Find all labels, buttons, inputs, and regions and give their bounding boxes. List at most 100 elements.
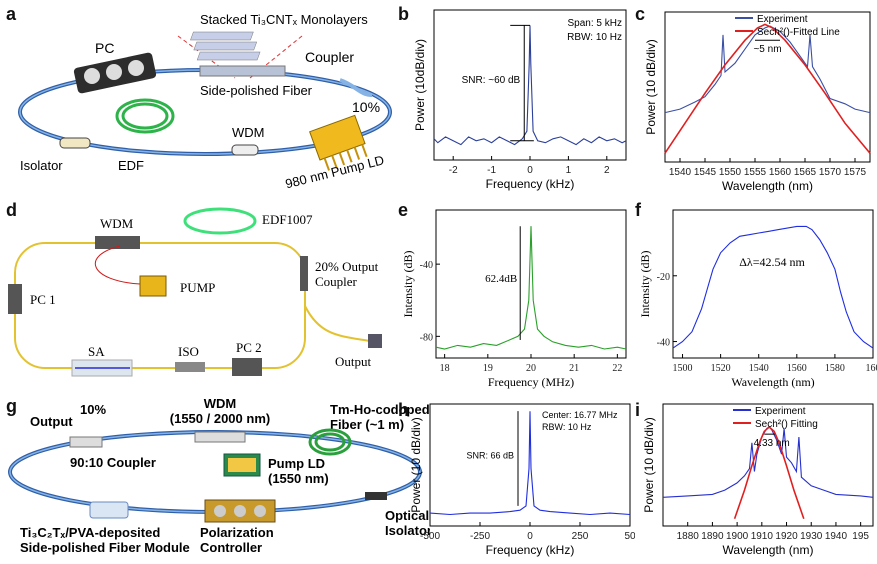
x-tick-label: 1910 (751, 531, 774, 542)
pc2-icon (232, 358, 262, 376)
legend-entry: Sech²() Fitting (755, 419, 818, 430)
wdm-label: WDM (100, 216, 134, 231)
x-tick-label: 195 (852, 531, 869, 542)
pc-label: PC (95, 40, 114, 56)
x-tick-label: 1900 (726, 531, 749, 542)
y-tick-label: -40 (657, 338, 670, 349)
plot-frame (672, 209, 874, 359)
panel-label-d: d (6, 200, 17, 220)
schematic-a: Stacked Ti₃CNTₓ Monolayers PC Side-polis… (18, 12, 392, 190)
x-tick-label: 1540 (669, 167, 692, 178)
y-axis-label: Power (10dB/div) (413, 39, 427, 131)
pump-label: Pump LD (1550 nm) (268, 456, 329, 486)
x-tick-label: 1940 (825, 531, 848, 542)
y-axis-label: Intensity (dB) (638, 251, 652, 318)
x-tick-label: 1560 (769, 167, 792, 178)
x-axis-label: Wavelength (nm) (722, 179, 813, 193)
panel-label-e: e (398, 200, 409, 220)
x-tick-label: 50 (624, 531, 635, 542)
schematic-g: Output 10% 90:10 Coupler WDM (1550 / 2000… (8, 396, 430, 555)
polarization-controller-label: Polarization Controller (200, 525, 274, 555)
pump-ld-label: 980 nm Pump LD (284, 152, 386, 190)
plot-frame (664, 11, 871, 163)
y-tick-label: -20 (657, 272, 670, 283)
x-tick-label: 1920 (775, 531, 798, 542)
x-tick-label: 1545 (694, 167, 717, 178)
series-line (733, 425, 805, 520)
x-tick-label: 22 (612, 363, 622, 374)
pc2-label: PC 2 (236, 340, 262, 355)
pc-icon (73, 52, 157, 94)
chart-i: 1880 1890 1900 1910 1920 1930 1940 195 Wavelengt… (642, 403, 874, 557)
x-tick-label: 21 (569, 363, 579, 374)
x-tick-label: 160 (866, 363, 877, 374)
schematic-d: WDM EDF1007 PUMP PC 1 20% Output Coupler … (8, 207, 382, 377)
y-axis-label: Power (10 dB/div) (644, 39, 658, 134)
x-axis-label: Wavelength (nm) (723, 543, 814, 557)
x-tick-label: 0 (527, 165, 533, 176)
x-axis-label: Wavelength (nm) (731, 375, 814, 389)
x-axis-label: Frequency (MHz) (488, 375, 574, 389)
edf-coil-icon (183, 207, 257, 235)
coupler-label: Coupler (305, 49, 354, 65)
series-line (429, 411, 631, 516)
output-label: Output (30, 414, 73, 429)
series-line (664, 25, 871, 114)
fwhm-annotation: 4.33 nm (754, 438, 790, 449)
pump-ld-icon (223, 453, 261, 477)
series-line (664, 23, 871, 154)
x-tick-label: 1890 (701, 531, 724, 542)
tmho-coil-icon (308, 428, 352, 456)
pump-icon (139, 275, 167, 297)
monolayer-stack-icon (190, 31, 261, 61)
isolator-label: Optical Isolator (385, 508, 430, 538)
pc1-icon (8, 284, 22, 314)
pump-ld-icon (309, 114, 368, 171)
x-tick-label: 1930 (800, 531, 823, 542)
panel-label-b: b (398, 4, 409, 24)
chart-e: 18 19 20 21 22 -40 -80 Frequency (MHz) Intensity… (401, 209, 627, 389)
x-tick-label: 1880 (677, 531, 700, 542)
sa-module-icon (89, 501, 129, 519)
x-tick-label: 1580 (825, 363, 845, 374)
x-tick-label: 2 (604, 165, 610, 176)
chart-b: -2 -1 0 1 2 Frequency (kHz) Power (10dB/div) Sp… (413, 9, 627, 191)
center-annotation: Center: 16.77 MHz (542, 410, 618, 420)
stacked-monolayer-label: Stacked Ti₃CNTₓ Monolayers (200, 12, 368, 27)
bandwidth-annotation: Δλ=42.54 nm (739, 255, 805, 269)
x-tick-label: 1 (566, 165, 572, 176)
x-tick-label: 1550 (719, 167, 742, 178)
x-tick-label: 20 (526, 363, 536, 374)
rbw-annotation: RBW: 10 Hz (542, 422, 592, 432)
panel-label-h: h (398, 400, 409, 420)
snr-annotation: 62.4dB (485, 273, 517, 285)
fwhm-annotation: ~5 nm (753, 44, 781, 55)
sa-module-label: Ti₃C₂Tₓ/PVA-deposited Side-polished Fiber… (20, 525, 190, 555)
edf-coil-icon (115, 98, 175, 134)
pump-label: PUMP (180, 280, 215, 295)
side-polished-fiber-label: Side-polished Fiber (200, 83, 313, 98)
x-axis-label: Frequency (kHz) (486, 543, 575, 557)
x-tick-label: 18 (440, 363, 450, 374)
polarization-controller-icon (204, 499, 276, 523)
x-tick-label: 1520 (711, 363, 731, 374)
wdm-box (95, 236, 140, 249)
rbw-annotation: RBW: 10 Hz (567, 32, 622, 43)
span-annotation: Span: 5 kHz (568, 18, 622, 29)
x-tick-label: 1565 (794, 167, 817, 178)
plot-frame (662, 403, 874, 527)
y-axis-label: Intensity (dB) (401, 251, 415, 318)
edf-label: EDF (118, 158, 144, 173)
output-percent-label: 10% (80, 402, 106, 417)
snr-annotation: SNR: 66 dB (466, 451, 514, 461)
x-tick-label: 1500 (673, 363, 693, 374)
panel-label-g: g (6, 396, 17, 416)
x-tick-label: 1570 (819, 167, 842, 178)
edf-label: EDF1007 (262, 212, 313, 227)
y-axis-label: Power (10 dB/div) (409, 417, 423, 512)
output-coupler-label: 20% Output Coupler (315, 259, 379, 289)
output-percent-label: 10% (352, 99, 380, 115)
x-tick-label: 1555 (744, 167, 767, 178)
x-axis-label: Frequency (kHz) (486, 177, 575, 191)
legend-entry: Experiment (755, 406, 806, 417)
